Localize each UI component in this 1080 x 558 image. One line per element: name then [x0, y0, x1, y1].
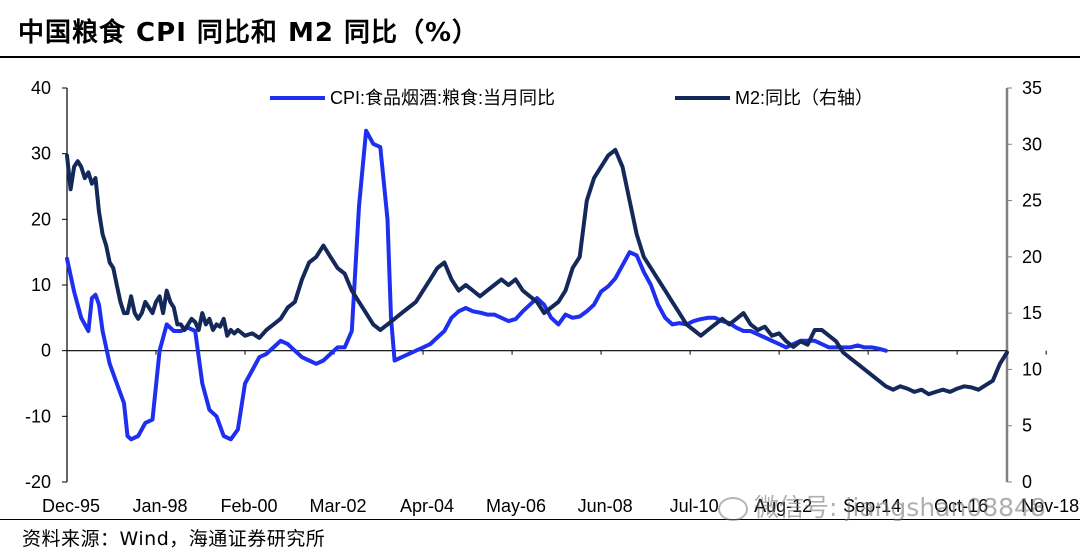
watermark: 微信号: jiangshan08848: [718, 488, 1046, 524]
left-tick-label: 0: [41, 341, 51, 361]
left-tick-label: -20: [25, 472, 51, 492]
x-tick-label: Sep-14: [843, 496, 901, 516]
legend-label-m2: M2:同比（右轴）: [735, 88, 873, 108]
x-tick-label: Apr-04: [400, 496, 454, 516]
x-tick-label: Oct-16: [934, 496, 988, 516]
x-tick-label: Aug-12: [754, 496, 812, 516]
title-bar: 中国粮食 CPI 同比和 M2 同比（%）: [0, 0, 1080, 58]
chart-series: [65, 128, 1009, 442]
left-tick-label: -10: [25, 406, 51, 426]
page-title: 中国粮食 CPI 同比和 M2 同比（%）: [18, 18, 480, 48]
right-tick-label: 10: [1022, 359, 1042, 379]
left-tick-label: 40: [31, 78, 51, 98]
chart-legend: CPI:食品烟酒:粮食:当月同比 M2:同比（右轴）: [270, 88, 873, 108]
chart: -20 -10 0 10 20 30 40 0 5 10 15 20 25 30 35 Dec-95 Jan-9…: [25, 78, 1079, 516]
watermark-text: 微信号: jiangshan08848: [754, 493, 1046, 522]
x-tick-label: Jan-98: [132, 496, 187, 516]
x-tick-label: May-06: [486, 496, 546, 516]
chart-axes: -20 -10 0 10 20 30 40 0 5 10 15 20 25 30 35 Dec-95 Jan-9…: [25, 78, 1079, 516]
left-tick-label: 10: [31, 275, 51, 295]
right-tick-label: 25: [1022, 191, 1042, 211]
right-tick-label: 15: [1022, 303, 1042, 323]
left-tick-label: 20: [31, 209, 51, 229]
right-tick-label: 20: [1022, 247, 1042, 267]
m2-series-line: [65, 147, 1009, 397]
left-tick-label: 30: [31, 144, 51, 164]
source-note: 资料来源：Wind，海通证券研究所: [22, 528, 326, 550]
right-tick-label: 30: [1022, 134, 1042, 154]
right-tick-label: 35: [1022, 78, 1042, 98]
cpi-series-line: [65, 128, 888, 442]
right-tick-label: 0: [1022, 472, 1032, 492]
x-tick-label: Nov-18: [1021, 496, 1079, 516]
x-tick-label: Mar-02: [310, 496, 367, 516]
wechat-icon: [718, 497, 748, 521]
x-tick-label: Feb-00: [221, 496, 278, 516]
x-tick-label: Dec-95: [42, 496, 100, 516]
bottom-rule: [0, 519, 1080, 520]
right-tick-label: 5: [1022, 416, 1032, 436]
x-tick-label: Jun-08: [578, 496, 633, 516]
legend-label-cpi: CPI:食品烟酒:粮食:当月同比: [330, 88, 555, 108]
x-tick-label: Jul-10: [670, 496, 719, 516]
